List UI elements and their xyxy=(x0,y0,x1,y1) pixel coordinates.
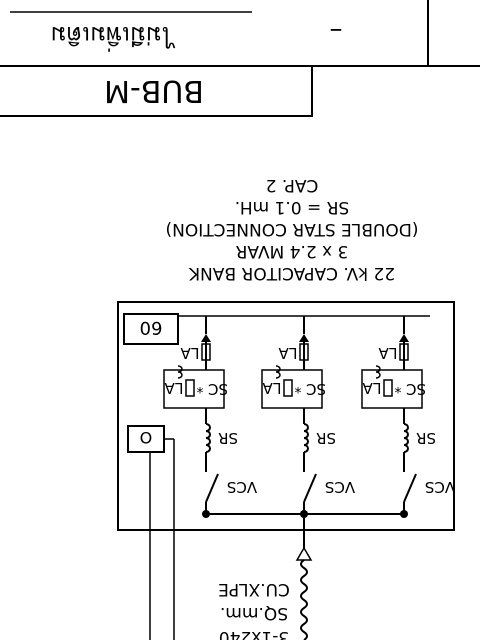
la-arrester xyxy=(383,379,393,397)
upper-la-arrester xyxy=(299,343,309,361)
upper-la-arrester xyxy=(201,343,211,361)
title-dash: – xyxy=(330,16,343,46)
spec-line-5: CAP. 2 xyxy=(266,175,319,195)
la-coil xyxy=(177,365,183,379)
cable-conductor xyxy=(300,559,308,641)
upper-la-label: LA xyxy=(180,344,200,362)
relay-60-box xyxy=(123,313,179,345)
sc-capacitor-box xyxy=(163,369,225,409)
la-arrester xyxy=(185,379,195,397)
sc-label: SC xyxy=(406,380,426,398)
sr-reactor-coil xyxy=(303,423,309,453)
vcs-switch-blade xyxy=(303,473,317,503)
sc-capacitor-box xyxy=(361,369,423,409)
upper-la-arrester xyxy=(399,343,409,361)
relay-60: 60 xyxy=(123,313,179,345)
relay-o: O xyxy=(127,425,165,453)
sc-star-mark: * xyxy=(295,379,302,395)
upper-la-label: LA xyxy=(278,344,298,362)
cable-spec-3: 3-1x240 xyxy=(219,627,289,640)
sr-label: SR xyxy=(416,429,436,447)
sr-label: SR xyxy=(218,429,238,447)
phase-3: VCS SR SC* LA LA xyxy=(163,316,257,518)
vcs-label: VCS xyxy=(227,478,257,496)
cable-termination xyxy=(295,546,313,561)
la-label: LA xyxy=(362,379,382,397)
ground-arrow xyxy=(399,334,409,342)
sc-star-mark: * xyxy=(395,379,402,395)
spec-line-4: SR = 0.1 mH. xyxy=(235,197,350,217)
spec-line-3: (DOUBLE STAR CONNECTION) xyxy=(166,219,419,239)
vcs-switch-blade xyxy=(403,473,417,503)
sc-label: SC xyxy=(208,380,228,398)
relay-o-label: O xyxy=(140,428,153,447)
cable-spec-2: SQ.mm. xyxy=(220,603,288,623)
spec-line-1: 22 kV. CAPACITOR BANK xyxy=(188,263,395,283)
tag-box: BUB-M xyxy=(0,65,313,117)
ground-arrow xyxy=(299,334,309,342)
relay-60-label: 60 xyxy=(140,317,163,338)
tag-frame xyxy=(0,65,313,117)
phase-2: VCS SR SC* LA LA xyxy=(261,316,355,518)
cable-spec-1: CU.XLPE xyxy=(218,579,290,599)
sr-reactor-coil xyxy=(403,423,409,453)
tag-label: BUB-M xyxy=(104,73,204,108)
sc-star-mark: * xyxy=(197,379,204,395)
la-arrester xyxy=(283,379,293,397)
vcs-switch-blade xyxy=(205,473,219,503)
la-coil xyxy=(375,365,381,379)
vcs-label: VCS xyxy=(425,478,455,496)
vcs-label: VCS xyxy=(325,478,355,496)
title-thai-label: ไม่มีเพิ่มเติม xyxy=(50,21,175,52)
sc-capacitor-box xyxy=(261,369,323,409)
spec-block: 22 kV. CAPACITOR BANK 3 x 2.4 MVAR (DOUB… xyxy=(166,175,419,283)
la-label: LA xyxy=(262,379,282,397)
ground-arrow xyxy=(201,334,211,342)
sr-reactor-coil xyxy=(205,423,211,453)
capacitor-bank-enclosure xyxy=(117,301,455,531)
spec-line-2: 3 x 2.4 MVAR xyxy=(235,241,348,261)
phase-1: VCS SR SC* LA LA xyxy=(361,316,455,518)
cable-run: CU.XLPE SQ.mm. 3-1x240 xyxy=(218,546,313,644)
sc-label: SC xyxy=(306,380,326,398)
title-block: ไม่มีเพิ่มเติม – xyxy=(0,0,480,67)
sr-label: SR xyxy=(316,429,336,447)
la-label: LA xyxy=(164,379,184,397)
la-coil xyxy=(275,365,281,379)
upper-la-label: LA xyxy=(378,344,398,362)
